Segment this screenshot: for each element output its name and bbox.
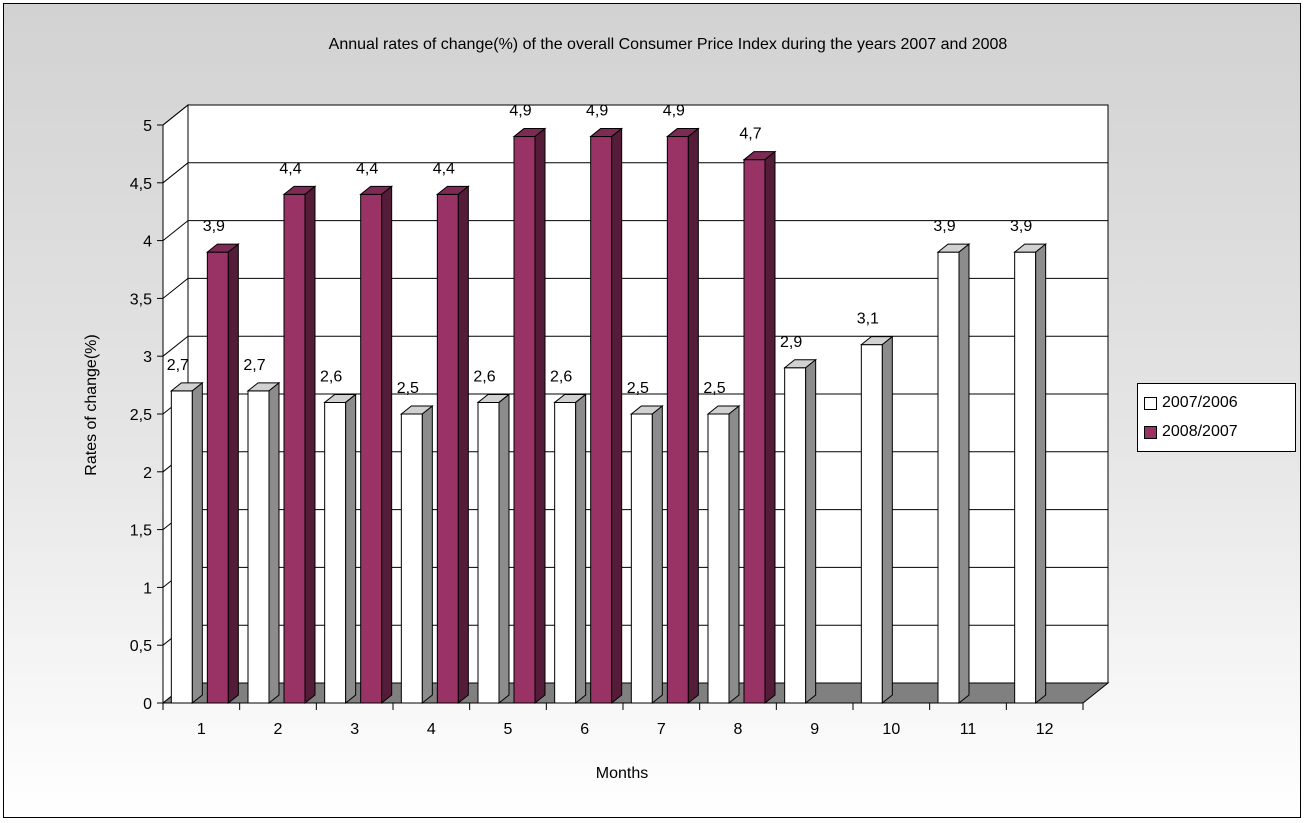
data-label-series-1-month-7: 2,5 — [627, 380, 649, 397]
x-axis: 1 2 3 4 5 6 7 8 9 10 11 12 — [162, 702, 1084, 738]
data-label-series-2-month-4: 4,4 — [433, 160, 455, 177]
bar-series-2-month-4 — [435, 185, 470, 705]
gridline — [162, 162, 1108, 184]
y-tick-label: 2 — [143, 465, 152, 482]
data-label-series-1-month-8: 2,5 — [703, 380, 725, 397]
data-label-series-2-month-8: 4,7 — [739, 126, 761, 143]
bar-series-2-month-8 — [742, 150, 777, 705]
y-tick-label: 3 — [143, 349, 152, 366]
gridline — [162, 220, 1108, 241]
x-tick-label: 5 — [504, 721, 513, 738]
data-label-series-1-month-3: 2,6 — [320, 368, 342, 385]
gridline — [162, 277, 1108, 299]
bar-series-2-month-2 — [282, 185, 317, 705]
bars — [169, 127, 1048, 705]
bar-series-2-month-7 — [665, 127, 700, 705]
data-label-series-2-month-5: 4,9 — [509, 103, 531, 120]
gridline — [162, 104, 1108, 126]
data-label-series-1-month-4: 2,5 — [397, 380, 419, 397]
x-tick-label: 7 — [657, 721, 666, 738]
x-tick-label: 10 — [882, 721, 900, 738]
bar-series-1-month-1 — [169, 381, 204, 705]
data-label-series-1-month-6: 2,6 — [550, 368, 572, 385]
y-tick-label: 1,5 — [130, 523, 152, 540]
x-tick-label: 1 — [197, 721, 206, 738]
x-axis-label: Months — [596, 765, 648, 782]
y-tick-label: 4,5 — [130, 176, 152, 193]
y-tick-label: 3,5 — [130, 291, 152, 308]
legend-item-series-2: 2008/2007 — [1144, 422, 1238, 442]
data-label-series-1-month-10: 3,1 — [857, 311, 879, 328]
data-label-series-1-month-11: 3,9 — [933, 218, 955, 235]
data-label-series-2-month-3: 4,4 — [356, 160, 378, 177]
legend-item-series-1: 2007/2006 — [1144, 393, 1238, 413]
legend: 2007/2006 2008/2007 — [1137, 383, 1296, 452]
x-tick-label: 4 — [427, 721, 436, 738]
data-label-series-2-month-1: 3,9 — [203, 218, 225, 235]
bar-series-1-month-10 — [859, 335, 894, 705]
data-label-series-1-month-1: 2,7 — [167, 357, 189, 374]
legend-swatch-series-1 — [1144, 396, 1157, 410]
bar-series-1-month-8 — [706, 404, 741, 705]
chart-title: Annual rates of change(%) of the overall… — [329, 36, 1008, 53]
legend-label-series-1: 2007/2006 — [1162, 394, 1238, 411]
y-tick-label: 1 — [143, 580, 152, 597]
data-labels: 2,7 3,9 2,7 4,4 2,6 4,4 2,5 4,4 2,6 4,9 2,6 4,9 2,5 4… — [167, 103, 1033, 397]
x-tick-label: 6 — [580, 721, 589, 738]
data-label-series-2-month-2: 4,4 — [279, 160, 301, 177]
x-tick-label: 8 — [734, 721, 743, 738]
x-tick-label: 3 — [350, 721, 359, 738]
x-tick-label: 11 — [960, 721, 977, 738]
bar-series-1-month-12 — [1013, 243, 1048, 705]
bar-series-1-month-5 — [476, 393, 511, 705]
bar-series-1-month-6 — [553, 393, 588, 705]
bar-series-2-month-1 — [205, 243, 240, 705]
bar-series-1-month-9 — [783, 358, 818, 705]
legend-label-series-2: 2008/2007 — [1162, 423, 1238, 440]
legend-swatch-series-2 — [1144, 425, 1157, 439]
data-label-series-2-month-7: 4,9 — [663, 103, 685, 120]
y-tick-label: 4 — [143, 234, 152, 251]
bar-series-2-month-3 — [359, 185, 394, 705]
y-tick-label: 0 — [143, 696, 152, 713]
bar-series-1-month-2 — [246, 381, 281, 705]
data-label-series-2-month-6: 4,9 — [586, 103, 608, 120]
x-tick-label: 9 — [810, 721, 819, 738]
x-tick-label: 2 — [274, 721, 283, 738]
data-label-series-1-month-9: 2,9 — [780, 334, 802, 351]
bar-series-1-month-4 — [399, 404, 434, 705]
y-axis-label: Rates of change(%) — [83, 334, 100, 475]
data-label-series-1-month-12: 3,9 — [1010, 218, 1032, 235]
gridline — [162, 335, 1108, 357]
data-label-series-1-month-2: 2,7 — [243, 357, 265, 374]
y-axis: 0 0,5 1 1,5 2 2,5 3 3,5 4 4,5 5 — [130, 118, 164, 713]
bar-series-1-month-3 — [323, 393, 358, 705]
data-label-series-1-month-5: 2,6 — [473, 368, 495, 385]
y-tick-label: 0,5 — [130, 638, 152, 655]
bar-series-2-month-5 — [512, 127, 547, 705]
bar-series-2-month-6 — [589, 127, 624, 705]
bar-series-1-month-7 — [629, 404, 664, 705]
y-tick-label: 2,5 — [130, 407, 152, 424]
y-tick-label: 5 — [143, 118, 152, 135]
x-tick-label: 12 — [1036, 721, 1054, 738]
bar-series-1-month-11 — [936, 243, 971, 705]
